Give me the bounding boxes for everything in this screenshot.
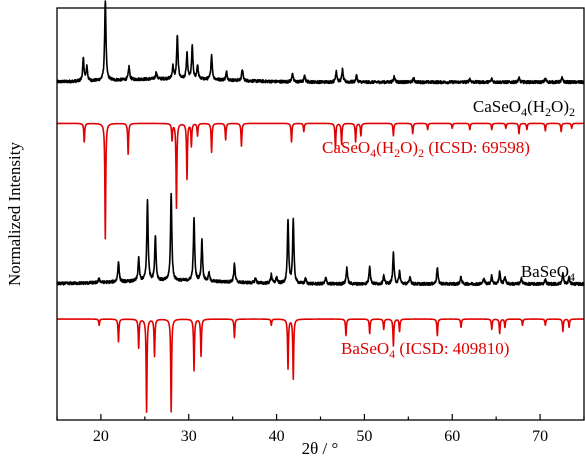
- x-axis-title: 2θ / °: [302, 439, 339, 458]
- series-label-2: CaSeO4(H2O)2 (ICSD: 69598): [322, 138, 530, 160]
- series-label-4: BaSeO4 (ICSD: 409810): [341, 339, 509, 361]
- series-line-3: [56, 192, 585, 287]
- x-axis-ticks: 20 30 40 50 60 70: [56, 414, 585, 445]
- x-tick-label: 40: [269, 428, 285, 445]
- series-labels: CaSeO4(H2O)2 CaSeO4(H2O)2 (ICSD: 69598) Ba…: [322, 97, 575, 361]
- x-tick-label: 60: [444, 428, 460, 445]
- x-tick-label: 30: [181, 428, 197, 445]
- series-label-1: CaSeO4(H2O)2: [473, 97, 575, 119]
- series-line-4: [56, 318, 585, 413]
- y-axis-title: Normalized Intensity: [5, 142, 24, 286]
- series-line-2: [56, 122, 585, 240]
- series-line-1: [56, 0, 585, 85]
- series-layer: [56, 0, 585, 413]
- x-tick-label: 20: [93, 428, 109, 445]
- plot-frame: [56, 7, 585, 421]
- x-tick-label: 50: [356, 428, 372, 445]
- series-label-3: BaSeO4: [521, 262, 575, 284]
- x-tick-label: 70: [532, 428, 548, 445]
